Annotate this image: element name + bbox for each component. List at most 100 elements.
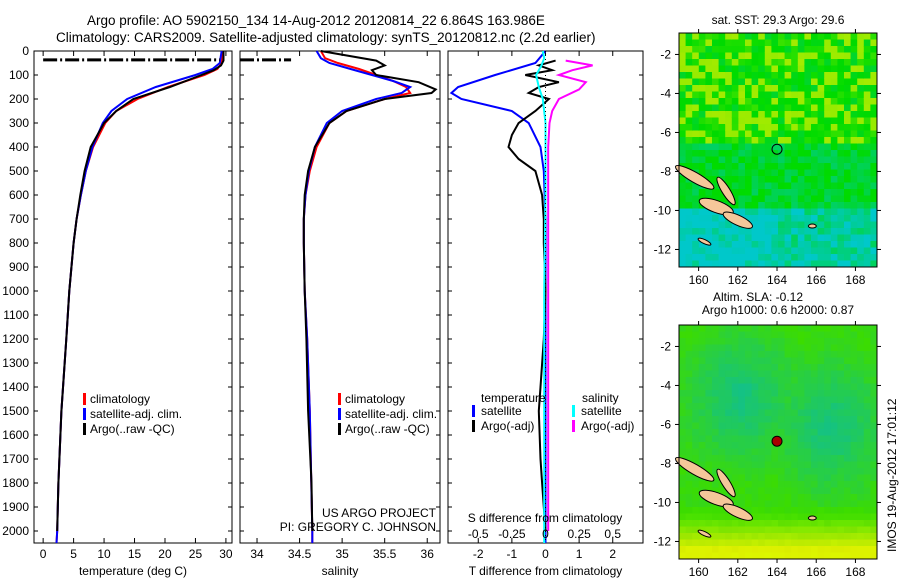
map-cell xyxy=(817,390,825,397)
map-cell xyxy=(745,442,753,449)
map-cell xyxy=(844,221,852,229)
map-cell xyxy=(718,137,726,144)
map-cell xyxy=(758,98,766,105)
map-cell xyxy=(679,117,687,125)
map-cell xyxy=(751,39,759,47)
map-cell xyxy=(758,117,766,125)
map-cell xyxy=(837,254,845,261)
map-cell xyxy=(797,150,805,157)
map-cell xyxy=(804,221,812,229)
map-cell xyxy=(705,130,713,138)
map-cell xyxy=(817,33,825,40)
map-cell xyxy=(712,176,720,183)
map-cell xyxy=(791,221,799,229)
map-cell xyxy=(698,377,706,384)
map-cell xyxy=(758,130,766,138)
map-cell xyxy=(863,442,871,449)
map-cell xyxy=(784,46,792,53)
map-cell xyxy=(725,331,733,339)
pi-label: PI: GREGORY C. JOHNSON xyxy=(280,520,436,534)
map-cell xyxy=(738,546,746,553)
map-cell xyxy=(692,377,700,384)
map-cell xyxy=(751,46,759,53)
map-cell xyxy=(811,260,819,268)
map-cell xyxy=(797,429,805,436)
map-cell xyxy=(764,33,772,40)
map-cell xyxy=(725,59,733,66)
map-cell xyxy=(811,494,819,501)
map-cell xyxy=(784,416,792,423)
map-cell xyxy=(725,221,733,229)
map-cell xyxy=(731,487,739,495)
map-cell xyxy=(791,344,799,352)
map-cell xyxy=(863,409,871,417)
map-cell xyxy=(863,416,871,423)
map-cell xyxy=(685,344,693,352)
map-cell xyxy=(738,351,746,358)
map-cell xyxy=(712,91,720,99)
map-cell xyxy=(784,403,792,410)
map-cell xyxy=(764,533,772,540)
map-cell xyxy=(685,98,693,105)
map-cell xyxy=(731,156,739,164)
map-cell xyxy=(811,422,819,430)
map-cell xyxy=(705,150,713,157)
map-cell xyxy=(705,461,713,469)
map-cell xyxy=(791,500,799,508)
map-cell xyxy=(844,448,852,456)
map-cell xyxy=(685,65,693,73)
map-cell xyxy=(863,396,871,404)
map-cell xyxy=(685,52,693,60)
map-cell xyxy=(857,533,865,540)
map-cell xyxy=(758,85,766,92)
map-cell xyxy=(718,215,726,222)
map-cell xyxy=(685,215,693,222)
map-cell xyxy=(731,137,739,144)
map-cell xyxy=(698,403,706,410)
map-cell xyxy=(791,247,799,255)
map-cell xyxy=(778,169,786,177)
map-cell xyxy=(685,435,693,443)
map-cell xyxy=(797,72,805,79)
map-cell xyxy=(817,104,825,112)
map-cell xyxy=(692,104,700,112)
map-cell xyxy=(679,137,687,144)
map-cell xyxy=(778,455,786,462)
map-cell xyxy=(850,429,858,436)
map-cell xyxy=(731,163,739,170)
series-line-satellite-adj-clim- xyxy=(302,50,413,543)
map-cell xyxy=(764,104,772,112)
map-cell xyxy=(692,507,700,514)
map-cell xyxy=(791,228,799,235)
map-cell xyxy=(725,448,733,456)
map-cell xyxy=(850,325,858,332)
map-cell xyxy=(718,104,726,112)
map-cell xyxy=(731,202,739,209)
map-cell xyxy=(705,442,713,449)
map-cell xyxy=(778,494,786,501)
map-cell xyxy=(797,383,805,391)
map-cell xyxy=(863,539,871,547)
map-cell xyxy=(764,189,772,196)
map-cell xyxy=(745,468,753,475)
map-cell xyxy=(725,260,733,268)
map-cell xyxy=(718,448,726,456)
map-cell xyxy=(731,91,739,99)
map-cell xyxy=(758,546,766,553)
map-cell xyxy=(771,189,779,196)
map-cell xyxy=(764,494,772,501)
map-cell xyxy=(751,65,759,73)
map-cell xyxy=(830,241,838,248)
map-cell xyxy=(863,254,871,261)
map-cell xyxy=(844,500,852,508)
map-cell xyxy=(817,370,825,378)
map-cell xyxy=(797,182,805,190)
map-cell xyxy=(870,234,878,242)
x-tick-label: 160 xyxy=(689,273,709,287)
map-cell xyxy=(804,461,812,469)
map-cell xyxy=(791,429,799,436)
map-cell xyxy=(830,422,838,430)
map-cell xyxy=(692,221,700,229)
map-cell xyxy=(692,520,700,527)
map-cell xyxy=(725,370,733,378)
